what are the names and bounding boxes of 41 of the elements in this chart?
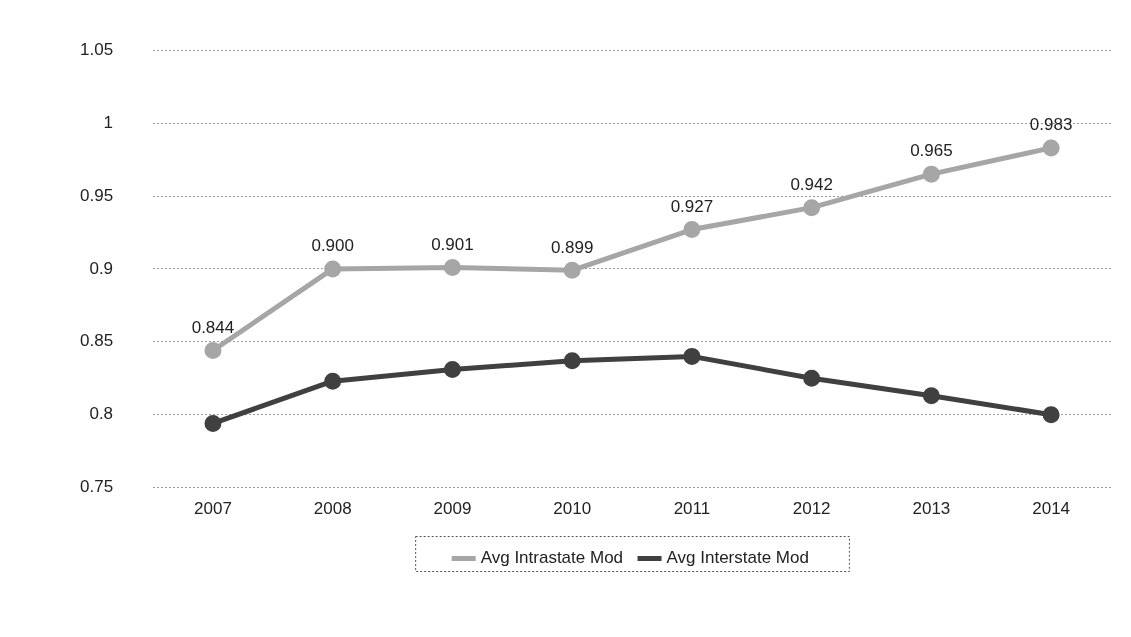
point bbox=[683, 221, 701, 239]
point bbox=[563, 261, 581, 279]
y-tick-label: 0.8 bbox=[89, 404, 114, 424]
y-tick-label: 1 bbox=[103, 112, 114, 132]
x-tick-label: 2010 bbox=[553, 499, 592, 519]
y-tick-label: 1.05 bbox=[79, 39, 114, 59]
data-label: 0.844 bbox=[191, 317, 235, 337]
x-tick-label: 2013 bbox=[912, 499, 951, 519]
data-label: 0.983 bbox=[1029, 115, 1073, 135]
data-label: 0.900 bbox=[311, 236, 354, 256]
point bbox=[204, 414, 222, 432]
point bbox=[803, 199, 821, 217]
point bbox=[803, 369, 821, 387]
point bbox=[324, 372, 342, 390]
point bbox=[1042, 406, 1060, 424]
data-label: 0.901 bbox=[431, 234, 474, 254]
data-label: 0.965 bbox=[910, 141, 953, 161]
point bbox=[922, 387, 940, 405]
y-tick-label: 0.75 bbox=[79, 477, 114, 497]
point bbox=[443, 258, 461, 276]
x-tick-label: 2012 bbox=[792, 499, 831, 519]
legend-label: Avg Intrastate Mod bbox=[480, 548, 624, 568]
x-tick-label: 2014 bbox=[1032, 499, 1071, 519]
legend-label: Avg Interstate Mod bbox=[666, 548, 809, 568]
point bbox=[204, 342, 222, 360]
x-tick-label: 2009 bbox=[433, 499, 472, 519]
x-tick-label: 2007 bbox=[194, 499, 232, 519]
data-label: 0.942 bbox=[790, 174, 833, 194]
x-tick-label: 2011 bbox=[673, 499, 711, 519]
point bbox=[324, 260, 342, 278]
x-tick-label: 2008 bbox=[313, 499, 352, 519]
point bbox=[1042, 139, 1060, 157]
point bbox=[683, 347, 701, 365]
point bbox=[443, 361, 461, 378]
y-tick-label: 0.95 bbox=[79, 185, 114, 205]
point bbox=[922, 165, 940, 183]
y-tick-label: 0.85 bbox=[79, 331, 114, 351]
data-label: 0.927 bbox=[670, 196, 714, 216]
data-label: 0.899 bbox=[550, 237, 594, 257]
y-tick-label: 0.9 bbox=[89, 258, 114, 278]
point bbox=[563, 352, 581, 370]
